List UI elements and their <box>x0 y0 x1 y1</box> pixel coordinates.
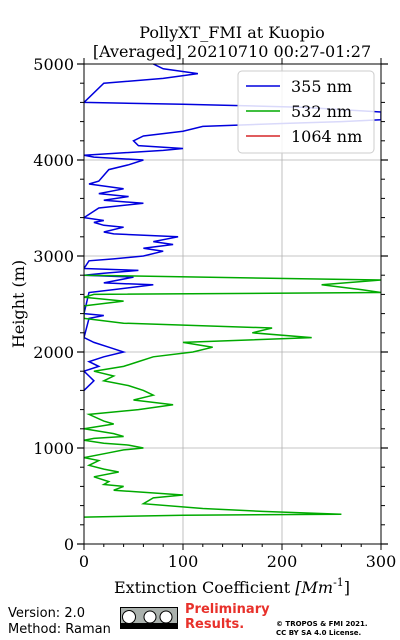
copyright-line-1: © TROPOS & FMI 2021. <box>276 620 368 628</box>
legend-label-532: 532 nm <box>291 102 352 121</box>
y-tick-label: 4000 <box>33 151 74 170</box>
version-text: Version: 2.0 <box>8 606 85 621</box>
x-axis-unit-close: ] <box>344 578 350 597</box>
chart-title: PollyXT_FMI at Kuopio <box>139 23 325 42</box>
chart-subtitle: [Averaged] 20210710 00:27-01:27 <box>93 42 371 61</box>
cc-license-badge <box>120 607 178 629</box>
x-tick-label: 0 <box>79 552 89 571</box>
x-tick-label: 100 <box>168 552 199 571</box>
legend: 355 nm 532 nm 1064 nm <box>237 70 375 154</box>
legend-label-1064: 1064 nm <box>291 127 362 146</box>
x-tick-label: 200 <box>267 552 298 571</box>
y-tick-label: 0 <box>64 535 74 554</box>
series-line-532-nm <box>84 274 381 518</box>
copyright-notice: © TROPOS & FMI 2021. CC BY SA 4.0 Licens… <box>276 620 368 638</box>
version-info: Version: 2.0 Method: Raman <box>8 606 111 638</box>
y-axis-label: Height (m) <box>9 260 28 348</box>
preliminary-line-2: Results. <box>185 617 245 632</box>
preliminary-line-1: Preliminary <box>185 602 270 617</box>
plot-frame <box>83 63 382 545</box>
copyright-line-2: CC BY SA 4.0 License. <box>276 629 362 637</box>
x-axis-label-text: Extinction Coefficient <box>114 578 291 597</box>
legend-label-355: 355 nm <box>291 77 352 96</box>
preliminary-notice: Preliminary Results. <box>185 602 270 632</box>
x-axis-unit-exponent: -1 <box>333 576 344 589</box>
x-axis-label: Extinction Coefficient [Mm-1] <box>114 576 350 597</box>
y-tick-label: 3000 <box>33 247 74 266</box>
legend-box <box>237 70 375 154</box>
method-text: Method: Raman <box>8 622 111 637</box>
y-tick-label: 2000 <box>33 343 74 362</box>
y-tick-label: 1000 <box>33 439 74 458</box>
cc-icon <box>121 610 177 628</box>
x-axis-unit: [Mm <box>295 578 333 597</box>
y-tick-label: 5000 <box>33 55 74 74</box>
x-tick-label: 300 <box>366 552 397 571</box>
